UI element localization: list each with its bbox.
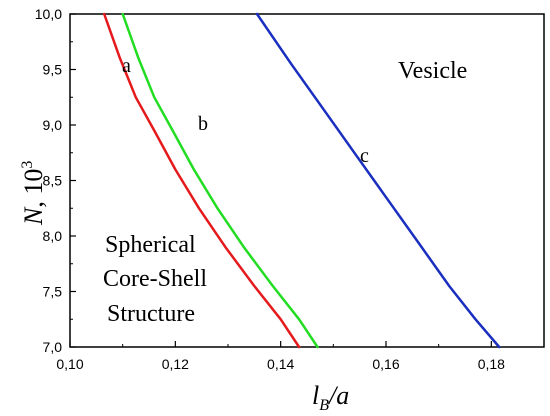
x-tick-label: 0,16 (372, 356, 399, 372)
series-line-b (121, 12, 319, 349)
curve-label-c: c (360, 145, 369, 167)
y-axis-ticks: 7,0 7,5 8,0 8,5 9,0 9,5 10,0 (35, 6, 76, 355)
y-tick-label: 7,0 (43, 339, 63, 355)
x-tick-label: 0,12 (162, 356, 189, 372)
y-tick-label: 8,5 (43, 173, 63, 189)
x-axis-title-sub: B (319, 397, 329, 414)
y-tick-label: 9,5 (43, 62, 63, 78)
y-tick-label: 8,0 (43, 228, 63, 244)
x-tick-label: 0,14 (267, 356, 294, 372)
curve-label-b: b (198, 113, 208, 135)
y-tick-label: 9,0 (43, 117, 63, 133)
y-tick-label: 10,0 (35, 6, 62, 22)
region-label-core-line2: Core-Shell (103, 266, 207, 292)
y-axis-title: N, 103 (19, 161, 48, 226)
region-label-vesicle: Vesicle (398, 58, 467, 84)
region-label-core-line1: Spherical (105, 232, 196, 258)
y-axis-title-sup: 3 (19, 161, 36, 169)
region-label-core-line3: Structure (107, 301, 195, 327)
series-group (102, 12, 501, 349)
curve-label-a: a (122, 55, 131, 77)
y-tick-label: 7,5 (43, 284, 63, 300)
x-axis-title-rest: /a (327, 381, 349, 410)
x-axis-title: lB/a (312, 381, 349, 414)
series-line-c (255, 12, 501, 349)
series-line-a (102, 12, 301, 349)
y-axis-title-rest: , 10 (19, 169, 48, 208)
y-axis-title-main: N (19, 206, 48, 226)
x-tick-label: 0,10 (56, 356, 83, 372)
x-axis-title-main: l (312, 381, 319, 410)
x-tick-label: 0,18 (478, 356, 505, 372)
x-axis-ticks: 0,10 0,12 0,14 0,16 0,18 (56, 341, 505, 372)
